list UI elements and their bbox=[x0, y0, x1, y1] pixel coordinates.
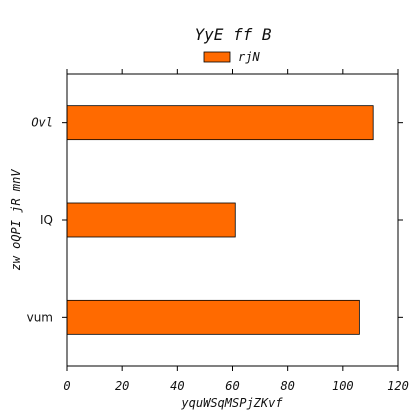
y-tick-label: vum bbox=[27, 310, 53, 324]
plot-area: 0 20 40 60 80 100 120 Ovl IQ vum bbox=[27, 69, 409, 393]
axes-frame bbox=[66, 73, 399, 367]
x-tick-label: 0 bbox=[63, 379, 70, 393]
legend: rjN bbox=[203, 50, 260, 64]
y-tick-label: Ovl bbox=[31, 116, 53, 130]
x-tick-label: 100 bbox=[332, 379, 354, 393]
x-tick-label: 40 bbox=[170, 379, 184, 393]
legend-label: rjN bbox=[238, 50, 260, 64]
bar bbox=[66, 299, 360, 335]
x-tick-label: 120 bbox=[387, 379, 409, 393]
x-tick-label: 80 bbox=[280, 379, 294, 393]
x-tick-label: 20 bbox=[115, 379, 129, 393]
y-tick-label: IQ bbox=[40, 213, 53, 227]
chart-title: YyE ff B bbox=[194, 25, 271, 44]
bar bbox=[66, 105, 374, 141]
y-axis-label: zw oQPI jR mnV bbox=[9, 169, 23, 271]
x-tick-label: 60 bbox=[225, 379, 239, 393]
bar bbox=[66, 202, 236, 238]
legend-swatch bbox=[203, 51, 231, 63]
x-axis-label: yquWSqMSPjZKvf bbox=[180, 396, 283, 410]
